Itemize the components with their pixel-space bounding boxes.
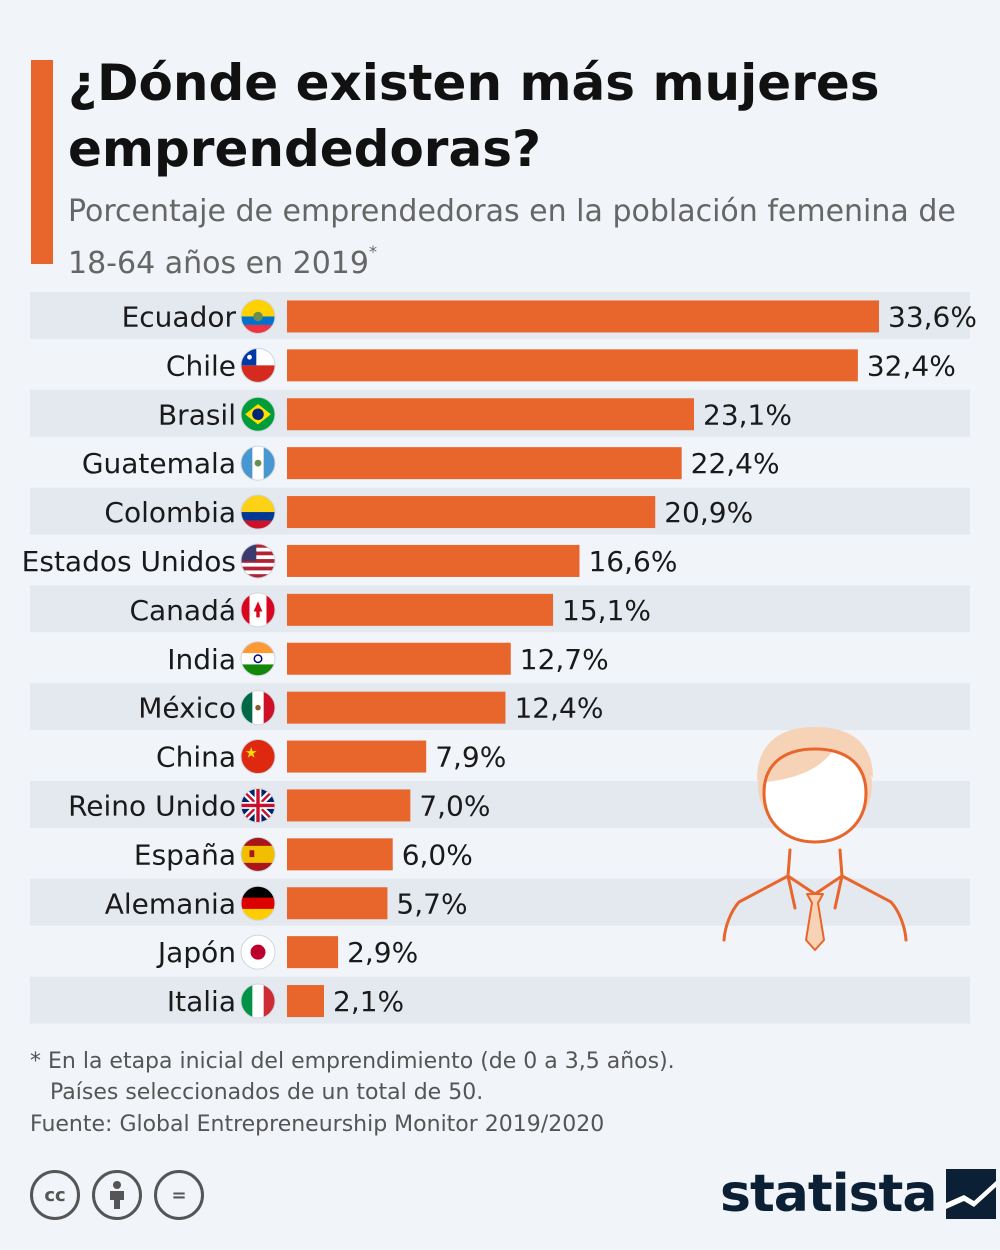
bar-13 xyxy=(287,887,388,920)
value-label-8: 12,7% xyxy=(520,643,609,676)
value-label-9: 12,4% xyxy=(514,692,603,725)
value-label-1: 33,6% xyxy=(888,300,977,333)
statista-logo-text: statista xyxy=(720,1164,937,1224)
value-label-10: 7,9% xyxy=(435,741,506,774)
value-label-11: 7,0% xyxy=(419,789,490,822)
category-label-9: México xyxy=(138,692,236,725)
canada-flag-icon xyxy=(241,592,275,627)
category-label-15: Italia xyxy=(167,985,236,1018)
footnote-2: Países seleccionados de un total de 50. xyxy=(50,1080,484,1105)
category-label-3: Brasil xyxy=(158,398,236,431)
license-icons: cc = xyxy=(30,1170,204,1220)
guatemala-flag-icon xyxy=(241,446,275,481)
category-label-6: Estados Unidos xyxy=(22,545,236,578)
china-flag-icon xyxy=(241,739,275,774)
category-label-13: Alemania xyxy=(105,887,236,920)
spain-flag-icon xyxy=(241,837,275,872)
value-label-7: 15,1% xyxy=(562,594,651,627)
statista-logo-icon xyxy=(946,1169,997,1219)
bar-2 xyxy=(287,349,858,382)
value-label-12: 6,0% xyxy=(402,838,473,871)
uk-flag-icon xyxy=(241,788,275,823)
bar-6 xyxy=(287,544,580,577)
footnotes: * En la etapa inicial del emprendimiento… xyxy=(30,1046,675,1108)
brazil-flag-icon xyxy=(241,397,275,432)
bar-14 xyxy=(287,936,339,969)
subtitle-text: Porcentaje de emprendedoras en la poblac… xyxy=(68,194,956,281)
value-label-15: 2,1% xyxy=(333,985,404,1018)
colombia-flag-icon xyxy=(241,495,275,530)
germany-flag-icon xyxy=(241,886,275,921)
value-label-4: 22,4% xyxy=(691,447,780,480)
person-icon xyxy=(110,1181,124,1209)
category-label-5: Colombia xyxy=(104,496,236,529)
italy-flag-icon xyxy=(241,984,275,1019)
value-label-5: 20,9% xyxy=(664,496,753,529)
source-text: Fuente: Global Entrepreneurship Monitor … xyxy=(30,1112,605,1137)
subtitle-footnote-marker: * xyxy=(368,242,377,261)
japan-flag-icon xyxy=(241,935,275,970)
value-label-14: 2,9% xyxy=(347,936,418,969)
bar-9 xyxy=(287,691,506,724)
bar-11 xyxy=(287,789,411,822)
category-label-7: Canadá xyxy=(129,594,236,627)
by-icon[interactable] xyxy=(92,1170,142,1220)
bar-3 xyxy=(287,398,694,431)
chile-flag-icon xyxy=(241,348,275,383)
footnote-1: * En la etapa inicial del emprendimiento… xyxy=(30,1049,675,1074)
category-label-12: España xyxy=(134,838,236,871)
value-label-2: 32,4% xyxy=(867,349,956,382)
bar-4 xyxy=(287,447,682,480)
value-label-3: 23,1% xyxy=(703,398,792,431)
category-label-1: Ecuador xyxy=(122,300,237,333)
ecuador-flag-icon xyxy=(241,299,275,334)
chart-subtitle: Porcentaje de emprendedoras en la poblac… xyxy=(68,192,978,284)
category-label-11: Reino Unido xyxy=(68,789,236,822)
value-label-13: 5,7% xyxy=(396,887,467,920)
nd-icon[interactable]: = xyxy=(154,1170,204,1220)
cc-icon-label: cc xyxy=(44,1184,66,1206)
india-flag-icon xyxy=(241,641,275,676)
bar-12 xyxy=(287,838,393,871)
category-label-4: Guatemala xyxy=(82,447,236,480)
nd-icon-label: = xyxy=(171,1184,187,1206)
bar-10 xyxy=(287,740,427,773)
bar-15 xyxy=(287,985,324,1018)
category-label-2: Chile xyxy=(166,349,236,382)
category-label-10: China xyxy=(156,741,236,774)
cc-icon[interactable]: cc xyxy=(30,1170,80,1220)
mexico-flag-icon xyxy=(241,690,275,725)
bar-8 xyxy=(287,642,511,675)
bar-7 xyxy=(287,593,554,626)
category-label-8: India xyxy=(167,643,236,676)
bar-1 xyxy=(287,300,879,333)
businesswoman-illustration xyxy=(722,727,908,951)
title-accent-bar xyxy=(31,60,53,264)
value-label-6: 16,6% xyxy=(588,545,677,578)
category-label-14: Japón xyxy=(156,936,236,969)
row-band-15 xyxy=(30,976,970,1024)
bar-5 xyxy=(287,496,656,529)
bar-chart: Ecuador 33,6% Chile 32,4% Brasil 23,1% Guatema… xyxy=(22,292,977,1024)
statista-logo[interactable]: statista xyxy=(720,1164,997,1224)
page-title: ¿Dónde existen más mujeres emprendedoras… xyxy=(68,54,880,178)
